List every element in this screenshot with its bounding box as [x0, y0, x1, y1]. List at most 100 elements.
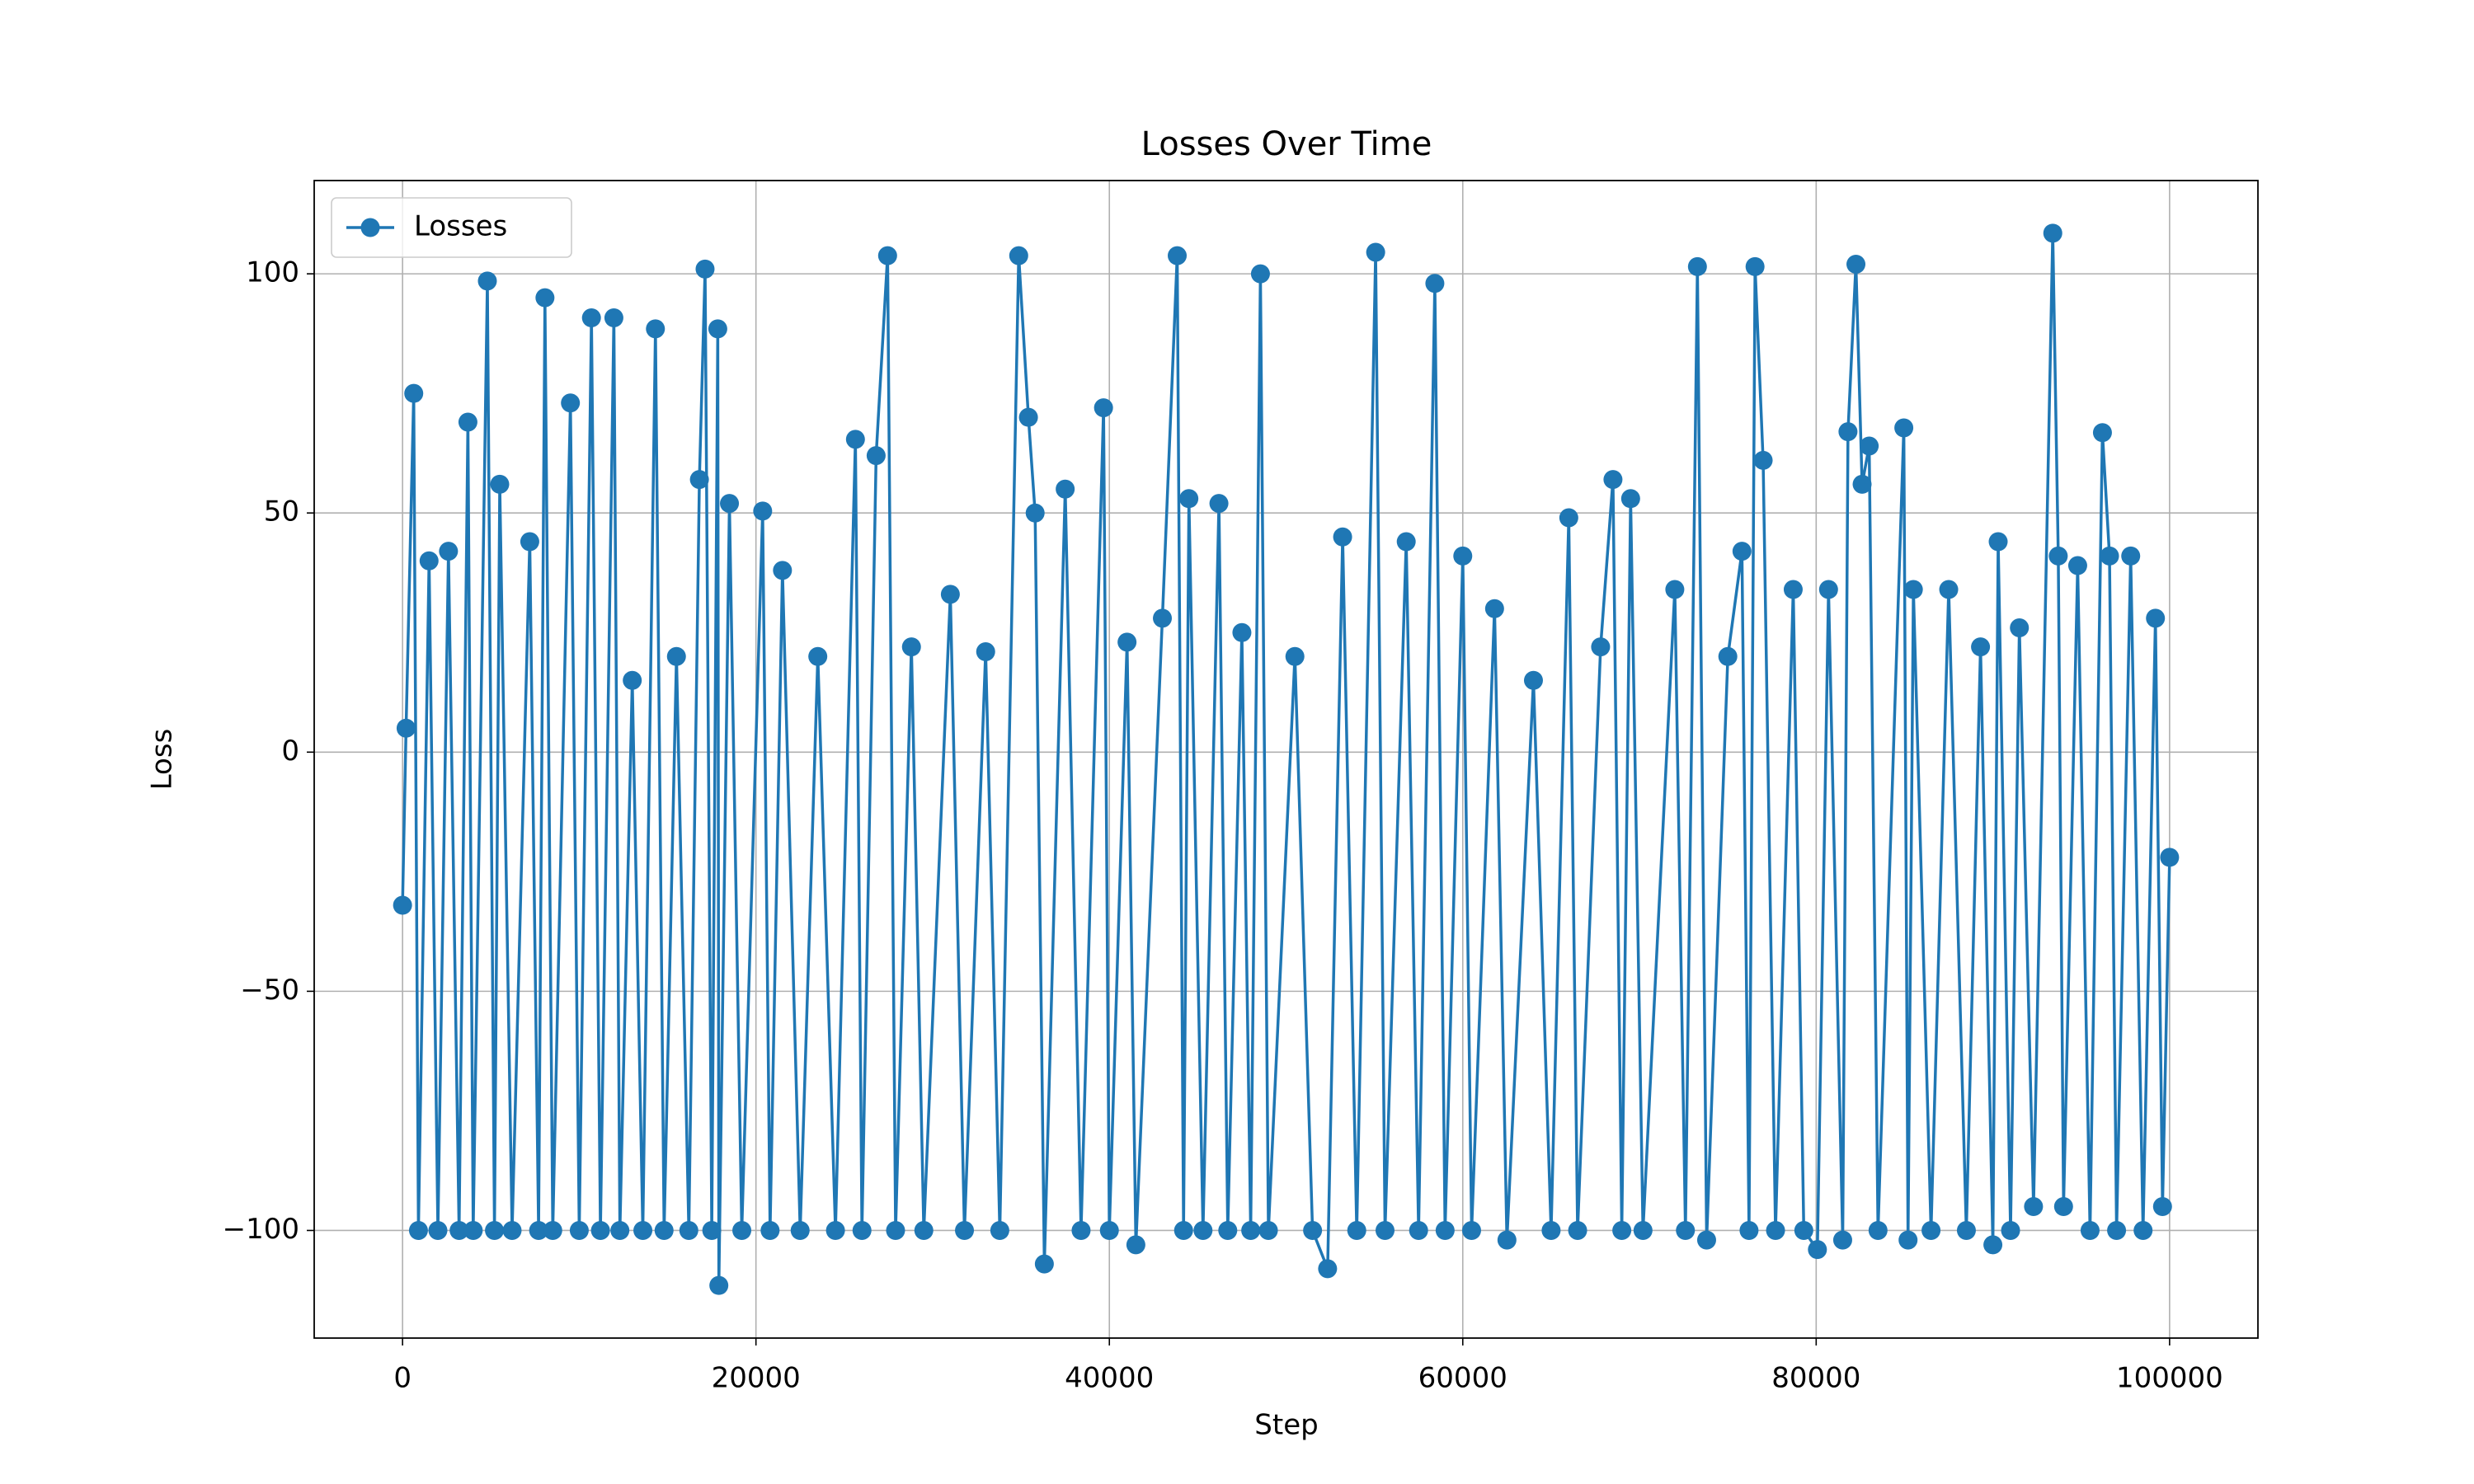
point — [845, 430, 865, 449]
point — [708, 319, 727, 339]
point — [1766, 1220, 1785, 1240]
point — [773, 561, 793, 580]
point — [428, 1220, 448, 1240]
point — [1718, 646, 1738, 666]
point — [477, 271, 497, 291]
point — [1025, 503, 1045, 523]
y-tick-label: 100 — [246, 256, 299, 289]
x-tick-label: 0 — [393, 1362, 412, 1395]
point — [679, 1220, 698, 1240]
point — [1739, 1220, 1759, 1240]
plot-frame — [313, 180, 2259, 1339]
y-tick-label: −50 — [240, 974, 299, 1007]
point — [1126, 1235, 1145, 1255]
point — [463, 1220, 483, 1240]
point — [1808, 1240, 1827, 1260]
point — [2152, 1196, 2172, 1216]
point — [1559, 508, 1578, 528]
point — [1409, 1220, 1428, 1240]
point — [790, 1220, 810, 1240]
point — [1461, 1220, 1481, 1240]
point — [1318, 1259, 1338, 1279]
chart-title: Losses Over Time — [1141, 125, 1432, 163]
point — [1988, 532, 2008, 552]
point — [695, 259, 715, 279]
point — [396, 718, 416, 738]
point — [1396, 532, 1416, 552]
point — [1435, 1220, 1455, 1240]
point — [1921, 1220, 1941, 1240]
y-tick-label: 0 — [281, 735, 299, 768]
point — [1347, 1220, 1366, 1240]
point — [654, 1220, 674, 1240]
y-axis-label: Loss — [146, 729, 179, 791]
point — [1903, 580, 1923, 599]
point — [590, 1220, 610, 1240]
point — [1209, 494, 1229, 514]
point — [561, 393, 581, 413]
point — [808, 646, 828, 666]
point — [535, 288, 555, 308]
point — [753, 501, 773, 521]
point — [1745, 256, 1765, 276]
point — [449, 1220, 469, 1240]
x-tick-label: 20000 — [712, 1362, 801, 1395]
point — [2010, 618, 2030, 637]
point — [1753, 450, 1773, 470]
point — [2092, 423, 2112, 443]
point — [610, 1220, 630, 1240]
point — [569, 1220, 589, 1240]
point — [1484, 599, 1504, 618]
point — [419, 551, 439, 571]
point — [732, 1220, 752, 1240]
point — [1366, 242, 1385, 262]
point — [2160, 848, 2180, 867]
point — [1852, 474, 1872, 494]
point — [1541, 1220, 1561, 1240]
point — [1687, 256, 1707, 276]
point — [1094, 398, 1113, 418]
point — [1633, 1220, 1653, 1240]
point — [720, 494, 740, 514]
point — [604, 308, 623, 328]
point — [623, 670, 642, 690]
point — [1568, 1220, 1587, 1240]
x-axis-label: Step — [1254, 1409, 1318, 1442]
point — [901, 637, 921, 657]
point — [2001, 1220, 2020, 1240]
point — [408, 1220, 428, 1240]
point — [1783, 580, 1803, 599]
point — [1071, 1220, 1091, 1240]
point — [2146, 608, 2166, 628]
point — [940, 585, 960, 604]
point — [1232, 622, 1252, 642]
point — [2080, 1220, 2100, 1240]
point — [760, 1220, 780, 1240]
point — [1250, 264, 1270, 284]
point — [1303, 1220, 1323, 1240]
point — [1333, 527, 1352, 547]
point — [1696, 1230, 1716, 1250]
x-tick-label: 60000 — [1418, 1362, 1507, 1395]
point — [458, 412, 477, 432]
point — [543, 1220, 562, 1240]
point — [529, 1220, 548, 1240]
x-tick-label: 80000 — [1771, 1362, 1860, 1395]
point — [976, 641, 995, 661]
point — [520, 532, 539, 552]
point — [1620, 489, 1640, 509]
point — [709, 1275, 729, 1295]
point — [1179, 489, 1199, 509]
point — [1860, 436, 1879, 456]
point — [1665, 580, 1685, 599]
legend-marker — [360, 218, 380, 237]
point — [914, 1220, 934, 1240]
point — [1099, 1220, 1119, 1240]
point — [1983, 1235, 2003, 1255]
point — [1794, 1220, 1813, 1240]
point — [485, 1220, 505, 1240]
point — [1676, 1220, 1696, 1240]
point — [866, 446, 886, 466]
point — [877, 246, 897, 265]
